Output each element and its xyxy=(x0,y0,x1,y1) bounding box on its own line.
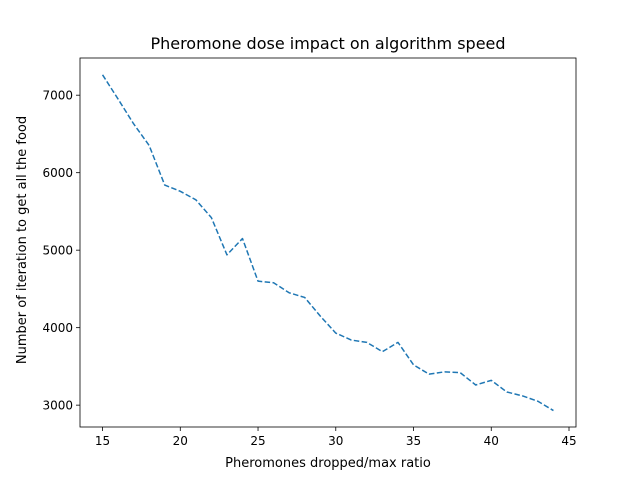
x-tick-label: 25 xyxy=(250,434,265,448)
y-tick-label: 4000 xyxy=(42,321,73,335)
x-tick-label: 35 xyxy=(406,434,421,448)
x-tick-label: 30 xyxy=(328,434,343,448)
plot-area: 15 20 25 30 35 40 45 3000 4000 5000 6000 7000 xyxy=(42,57,577,448)
axes-frame xyxy=(79,57,577,428)
chart-title: Pheromone dose impact on algorithm speed xyxy=(150,34,505,53)
x-tick-label: 45 xyxy=(561,434,576,448)
x-tick-label: 20 xyxy=(173,434,188,448)
x-axis-label: Pheromones dropped/max ratio xyxy=(225,456,431,471)
y-tick-label: 6000 xyxy=(42,166,73,180)
y-tick-label: 3000 xyxy=(42,399,73,413)
x-tick-label: 15 xyxy=(95,434,110,448)
x-tick-label: 40 xyxy=(484,434,499,448)
y-axis-label: Number of iteration to get all the food xyxy=(15,116,30,364)
series-line-0 xyxy=(101,74,554,412)
y-tick-label: 7000 xyxy=(42,89,73,103)
y-tick-label: 5000 xyxy=(42,244,73,258)
